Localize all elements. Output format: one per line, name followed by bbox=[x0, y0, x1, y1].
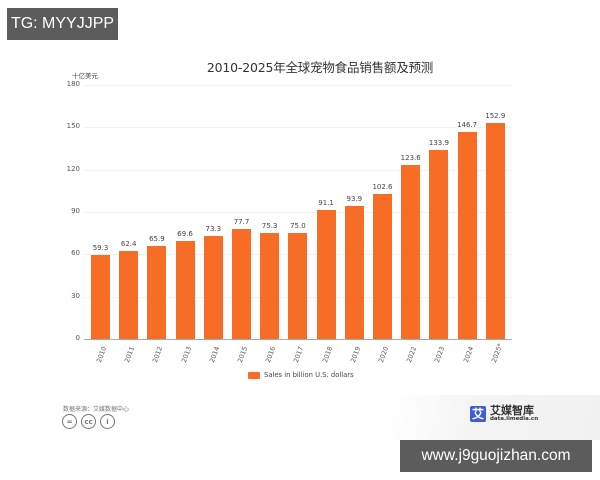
y-axis-tick-label: 90 bbox=[71, 207, 80, 215]
bar-value-label: 59.3 bbox=[92, 244, 109, 253]
bar-value-label: 65.9 bbox=[149, 235, 165, 243]
brand-logo-block: 艾 艾媒智库 data.iimedia.cn bbox=[470, 405, 538, 422]
x-axis-tick-label: 2014 bbox=[207, 345, 221, 364]
license-icons: = cc i bbox=[62, 414, 115, 429]
bar-2013 bbox=[175, 240, 195, 339]
bar-value-label: 69.6 bbox=[177, 229, 193, 238]
bar-2012 bbox=[147, 246, 167, 339]
watermark-bottom-badge: www.j9guojizhan.com bbox=[400, 440, 592, 472]
x-axis-tick-label: 2019 bbox=[348, 345, 362, 364]
bar-2010 bbox=[91, 255, 110, 339]
cc-icon: cc bbox=[81, 414, 96, 429]
gridline bbox=[84, 169, 512, 171]
bar-value-label: 123.6 bbox=[400, 153, 421, 162]
bar-value-label: 102.6 bbox=[372, 183, 393, 192]
x-axis-tick-label: 2015 bbox=[236, 345, 250, 364]
bar-2017 bbox=[288, 233, 308, 339]
x-axis-tick-label: 2016 bbox=[264, 345, 278, 364]
bar-2015 bbox=[232, 229, 251, 339]
brand-url: data.iimedia.cn bbox=[490, 416, 539, 422]
bar-2020 bbox=[373, 194, 392, 339]
bar-value-label: 133.9 bbox=[428, 139, 449, 148]
bar-value-label: 152.9 bbox=[485, 112, 506, 121]
legend-swatch-icon bbox=[248, 371, 260, 379]
gridline bbox=[84, 85, 512, 86]
bar-2022 bbox=[401, 164, 421, 339]
x-axis-tick-label: 2010 bbox=[95, 345, 109, 364]
bar-2018 bbox=[316, 210, 336, 339]
x-axis-tick-label: 2012 bbox=[151, 345, 165, 364]
x-axis-tick-label: 2024 bbox=[461, 345, 475, 364]
data-source-note: 数据来源：艾媒数据中心 bbox=[63, 406, 130, 413]
bar-value-label: 146.7 bbox=[457, 120, 478, 129]
gridline bbox=[84, 212, 512, 213]
bar-value-label: 73.3 bbox=[205, 224, 222, 233]
person-icon: i bbox=[100, 414, 115, 429]
y-axis-tick-label: 0 bbox=[75, 334, 80, 342]
bar-2024 bbox=[457, 131, 477, 339]
x-axis-tick-label: 2011 bbox=[123, 345, 137, 364]
y-axis-tick-label: 30 bbox=[71, 291, 80, 300]
y-axis-tick-label: 180 bbox=[66, 80, 80, 88]
x-axis-tick-label: 2020 bbox=[377, 345, 391, 364]
bar-value-label: 75.0 bbox=[290, 222, 306, 231]
y-axis-tick-label: 60 bbox=[71, 249, 80, 258]
y-axis-tick-label: 120 bbox=[66, 164, 80, 173]
x-axis-tick-label: 2017 bbox=[292, 345, 306, 364]
watermark-top-badge: TG: MYYJJPP bbox=[7, 8, 118, 40]
bar-value-label: 91.1 bbox=[318, 199, 334, 208]
iimedia-logo-icon: 艾 bbox=[470, 405, 486, 422]
x-axis-tick-label: 2022 bbox=[405, 345, 419, 364]
brand-background-shade bbox=[390, 395, 600, 440]
x-axis-tick-label: 2013 bbox=[179, 345, 193, 364]
y-axis-tick-label: 150 bbox=[66, 122, 80, 131]
x-axis-tick-label: 2023 bbox=[433, 345, 447, 364]
equals-icon: = bbox=[62, 414, 77, 429]
bar-2025-forecast bbox=[485, 123, 505, 339]
gridline bbox=[84, 127, 512, 129]
bar-value-label: 62.4 bbox=[120, 239, 137, 248]
bar-2023 bbox=[429, 150, 449, 339]
y-axis-unit-label: 十亿美元 bbox=[72, 72, 98, 80]
bar-2011 bbox=[119, 250, 139, 339]
bar-2019 bbox=[344, 206, 364, 339]
x-axis-tick-label: 2018 bbox=[320, 345, 334, 364]
bar-value-label: 77.7 bbox=[233, 218, 250, 227]
bar-value-label: 93.9 bbox=[346, 195, 363, 204]
bar-2014 bbox=[203, 235, 223, 339]
x-axis-tick-label: 2025* bbox=[489, 342, 505, 364]
x-axis-line bbox=[84, 339, 512, 340]
bar-2016 bbox=[260, 232, 280, 339]
bar-value-label: 75.3 bbox=[261, 221, 278, 230]
chart-title: 2010-2025年全球宠物食品销售额及预测 bbox=[206, 60, 434, 75]
brand-name: 艾媒智库 bbox=[490, 404, 534, 417]
chart-legend: Sales in billion U.S. dollars bbox=[248, 371, 354, 379]
legend-label: Sales in billion U.S. dollars bbox=[264, 371, 354, 379]
